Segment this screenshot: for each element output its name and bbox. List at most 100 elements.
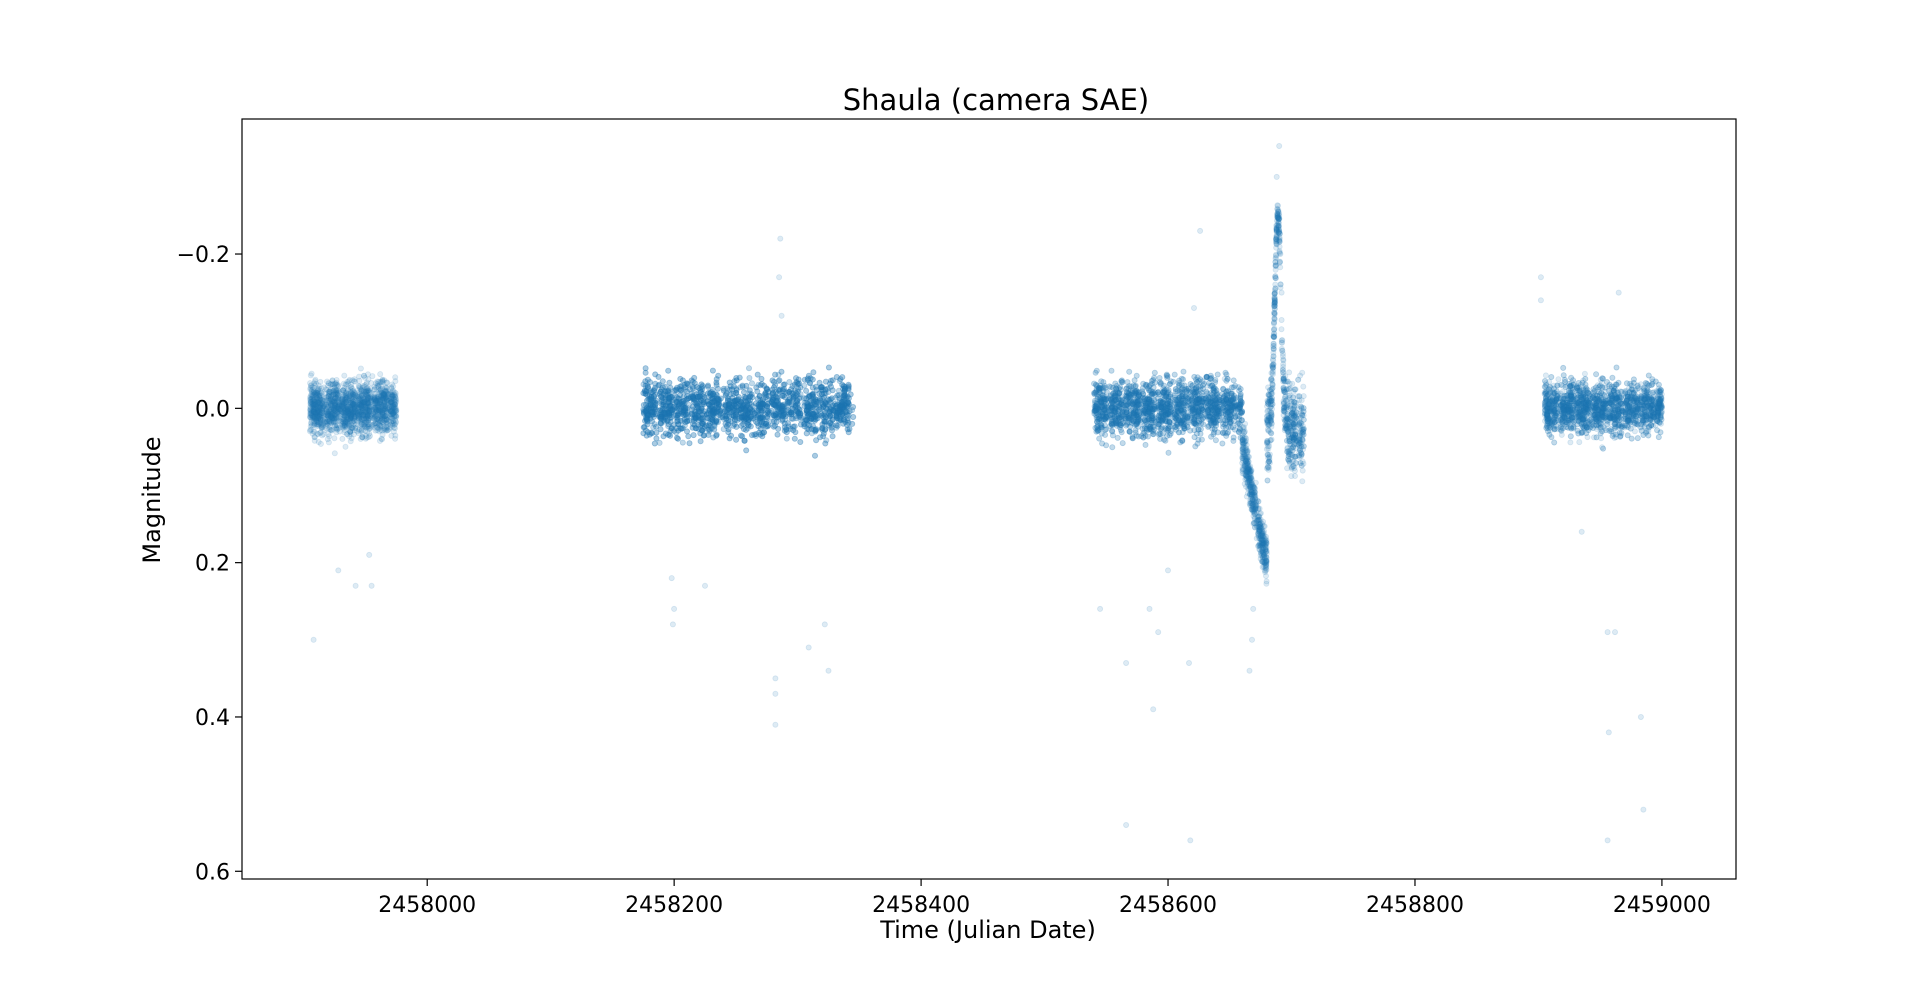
data-point [346, 396, 353, 403]
data-point [359, 407, 366, 414]
data-point [311, 382, 318, 389]
data-point [331, 405, 338, 412]
data-point [321, 427, 328, 434]
data-point [326, 420, 333, 427]
data-point [387, 408, 394, 415]
data-point [387, 389, 394, 396]
data-point [345, 414, 352, 421]
data-point [329, 385, 336, 392]
data-point [311, 398, 318, 405]
data-point [320, 384, 327, 391]
data-point [380, 400, 387, 407]
data-point [381, 413, 388, 420]
data-point [378, 392, 385, 399]
data-point [331, 418, 338, 425]
data-point [348, 396, 355, 403]
data-point [357, 398, 364, 405]
data-point [355, 430, 362, 437]
data-point [372, 380, 379, 387]
data-point [371, 390, 378, 397]
data-point [392, 396, 399, 403]
data-point [311, 437, 318, 444]
data-point [358, 434, 365, 441]
data-point [656, 439, 663, 446]
data-point [390, 383, 397, 390]
data-point [356, 406, 363, 413]
data-point [388, 411, 395, 418]
data-point [379, 407, 386, 414]
data-point [385, 397, 392, 404]
data-point [389, 406, 396, 413]
data-point [390, 410, 397, 417]
data-point [310, 402, 317, 409]
data-point [341, 429, 348, 436]
data-point [323, 425, 330, 432]
data-point [330, 399, 337, 406]
data-point [345, 387, 352, 394]
data-point [328, 402, 335, 409]
data-point [358, 398, 365, 405]
data-point [309, 414, 316, 421]
data-point [383, 416, 390, 423]
data-point [375, 402, 382, 409]
data-point [333, 387, 340, 394]
data-point [316, 404, 323, 411]
data-point [382, 394, 389, 401]
data-point [331, 415, 338, 422]
data-point [330, 387, 337, 394]
data-point [364, 402, 371, 409]
data-point [351, 412, 358, 419]
data-point [357, 396, 364, 403]
data-point [335, 417, 342, 424]
data-point [383, 395, 390, 402]
data-point [347, 415, 354, 422]
data-point [774, 431, 781, 438]
data-point [381, 406, 388, 413]
data-point [347, 412, 354, 419]
data-point [333, 396, 340, 403]
data-point [325, 393, 332, 400]
data-point [307, 426, 314, 433]
data-point [364, 394, 371, 401]
data-point [392, 432, 399, 439]
data-point [357, 410, 364, 417]
data-point [339, 422, 346, 429]
data-point [314, 422, 321, 429]
data-point [329, 414, 336, 421]
data-point [343, 414, 350, 421]
data-point [380, 390, 387, 397]
data-point [389, 418, 396, 425]
data-point [346, 418, 353, 425]
data-point [375, 384, 382, 391]
data-point [376, 400, 383, 407]
data-point [369, 402, 376, 409]
data-point [350, 418, 357, 425]
data-point [317, 416, 324, 423]
data-point [333, 424, 340, 431]
data-point [390, 393, 397, 400]
data-point [365, 388, 372, 395]
data-point [356, 399, 363, 406]
data-point [346, 412, 353, 419]
data-point [389, 415, 396, 422]
data-point [307, 400, 314, 407]
data-point [350, 408, 357, 415]
data-point [330, 381, 337, 388]
data-point [358, 425, 365, 432]
data-point [362, 388, 369, 395]
data-point [341, 407, 348, 414]
data-point [374, 427, 381, 434]
data-point [392, 374, 399, 381]
data-point [338, 397, 345, 404]
data-point [347, 410, 354, 417]
data-point [373, 384, 380, 391]
data-point [769, 377, 776, 384]
data-point [363, 413, 370, 420]
data-point [379, 413, 386, 420]
data-point [378, 423, 385, 430]
data-point [324, 403, 331, 410]
data-point [327, 413, 334, 420]
data-point [348, 409, 355, 416]
data-point [746, 365, 753, 372]
data-point [367, 394, 374, 401]
